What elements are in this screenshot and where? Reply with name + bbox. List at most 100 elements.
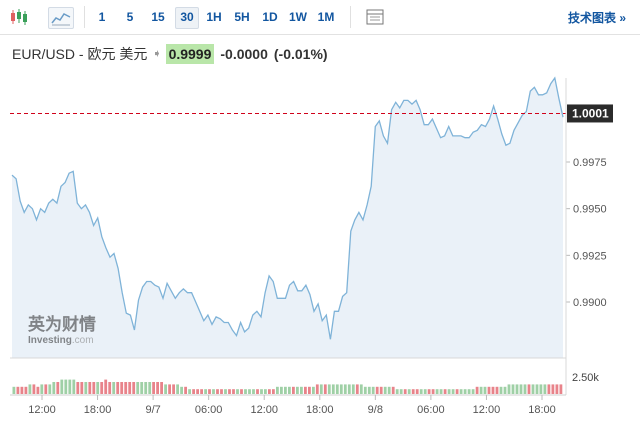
- volume-bar: [359, 384, 363, 394]
- volume-bar: [156, 382, 159, 394]
- volume-bar: [419, 389, 423, 394]
- volume-bar: [463, 389, 467, 394]
- table-icon[interactable]: [364, 7, 386, 27]
- interval-15[interactable]: 15: [151, 10, 165, 24]
- volume-bar: [224, 389, 227, 394]
- volume-bar: [443, 389, 447, 394]
- y-tick-label: 0.9975: [573, 157, 607, 169]
- volume-bar: [196, 389, 199, 394]
- volume-bar: [292, 386, 295, 394]
- volume-bar: [300, 386, 303, 394]
- volume-bar: [335, 384, 339, 394]
- volume-bar: [399, 389, 403, 394]
- interval-30[interactable]: 30: [175, 7, 199, 29]
- volume-bar: [411, 389, 415, 394]
- chart-toolbar: 1 5 15 30 1H 5H 1D 1W 1M 技术图表 »: [0, 0, 640, 35]
- volume-bar: [12, 386, 16, 394]
- volume-bar: [459, 389, 463, 394]
- volume-bar: [511, 384, 515, 394]
- volume-bar: [407, 389, 411, 394]
- volume-axis-label: 2.50k: [572, 372, 599, 384]
- volume-bar: [523, 384, 527, 394]
- interval-1h[interactable]: 1H: [206, 10, 222, 24]
- volume-bar: [280, 386, 283, 394]
- volume-bar: [228, 389, 231, 394]
- volume-bar: [136, 382, 140, 394]
- interval-1w[interactable]: 1W: [289, 10, 307, 24]
- volume-bar: [527, 384, 531, 394]
- volume-bars: [12, 379, 563, 394]
- volume-bar: [148, 382, 152, 394]
- area-chart-icon[interactable]: [48, 7, 74, 29]
- volume-bar: [439, 389, 443, 394]
- interval-5h[interactable]: 5H: [234, 10, 250, 24]
- quote-header: EUR/USD - 欧元 美元 ➧ 0.9999 -0.0000 (-0.01%…: [12, 44, 328, 64]
- interval-1[interactable]: 1: [98, 10, 106, 24]
- volume-bar: [28, 384, 32, 394]
- interval-1m[interactable]: 1M: [317, 10, 335, 24]
- volume-bar: [168, 384, 171, 394]
- volume-bar: [403, 389, 407, 394]
- volume-bar: [499, 386, 503, 394]
- volume-bar: [36, 386, 40, 394]
- volume-bar: [379, 386, 383, 394]
- volume-bar: [423, 389, 427, 394]
- volume-bar: [371, 386, 375, 394]
- volume-bar: [455, 389, 459, 394]
- volume-bar: [491, 386, 495, 394]
- price-label: 1.0001: [572, 106, 609, 120]
- volume-bar: [264, 389, 267, 394]
- volume-bar: [531, 384, 535, 394]
- volume-bar: [52, 382, 56, 394]
- volume-bar: [547, 384, 551, 394]
- volume-bar: [180, 386, 183, 394]
- volume-bar: [240, 389, 243, 394]
- volume-bar: [108, 382, 112, 394]
- volume-bar: [80, 382, 84, 394]
- volume-bar: [339, 384, 343, 394]
- volume-bar: [72, 379, 76, 394]
- technical-chart-link[interactable]: 技术图表 »: [567, 11, 626, 25]
- volume-bar: [248, 389, 251, 394]
- volume-bar: [507, 384, 511, 394]
- x-tick-label: 06:00: [195, 404, 223, 416]
- volume-bar: [100, 382, 104, 394]
- volume-bar: [220, 389, 223, 394]
- interval-1d[interactable]: 1D: [262, 10, 278, 24]
- interval-5[interactable]: 5: [126, 10, 134, 24]
- volume-bar: [104, 379, 108, 394]
- volume-bar: [451, 389, 455, 394]
- last-price: 0.9999: [165, 44, 215, 64]
- volume-bar: [20, 386, 24, 394]
- toolbar-divider: [350, 6, 351, 28]
- volume-bar: [184, 386, 187, 394]
- volume-bar: [172, 384, 175, 394]
- volume-bar: [84, 382, 88, 394]
- volume-bar: [535, 384, 539, 394]
- current-price-tag: 1.0001: [567, 104, 613, 123]
- volume-bar: [204, 389, 207, 394]
- volume-bar: [188, 389, 191, 394]
- volume-bar: [144, 382, 148, 394]
- volume-bar: [483, 386, 487, 394]
- volume-bar: [555, 384, 559, 394]
- volume-bar: [447, 389, 451, 394]
- volume-bar: [435, 389, 439, 394]
- x-tick-label: 18:00: [528, 404, 556, 416]
- volume-bar: [355, 384, 359, 394]
- volume-bar: [519, 384, 523, 394]
- volume-bar: [495, 386, 499, 394]
- instrument-name: EUR/USD - 欧元 美元: [12, 46, 148, 62]
- volume-bar: [24, 386, 28, 394]
- volume-bar: [164, 384, 167, 394]
- volume-bar: [375, 386, 379, 394]
- volume-bar: [431, 389, 435, 394]
- volume-bar: [96, 382, 100, 394]
- volume-bar: [56, 382, 60, 394]
- volume-bar: [312, 386, 315, 394]
- volume-bar: [260, 389, 263, 394]
- volume-bar: [363, 386, 367, 394]
- volume-bar: [503, 386, 507, 394]
- x-axis: 12:00 18:00 9/7 06:00 12:00 18:00 9/8 06:00 12:0…: [28, 395, 556, 416]
- candlestick-icon[interactable]: [8, 7, 30, 27]
